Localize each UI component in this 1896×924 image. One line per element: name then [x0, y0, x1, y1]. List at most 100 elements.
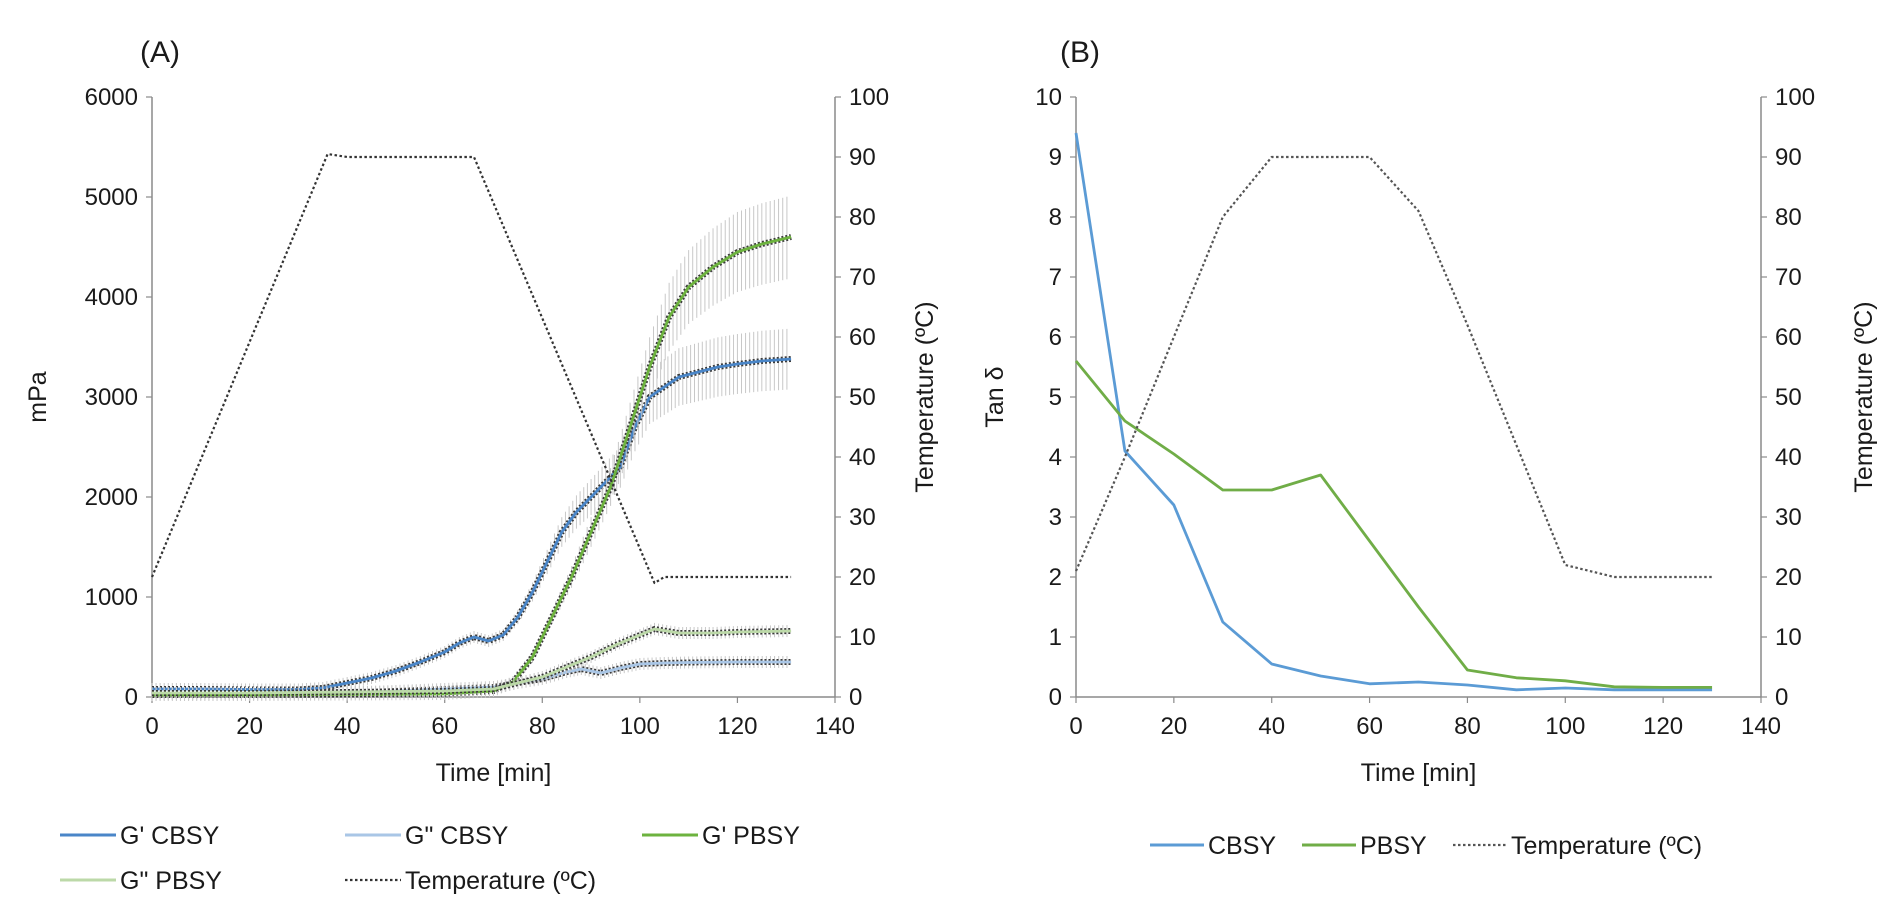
x-tick-label: 40	[334, 713, 361, 740]
y-tick-label: 0	[1049, 684, 1062, 711]
series-markers	[152, 234, 792, 698]
y-tick-label: 2	[1049, 564, 1062, 591]
y2-tick-label: 80	[1775, 204, 1802, 231]
series-g-pbsy	[151, 622, 792, 699]
y2-tick-label: 0	[1775, 684, 1788, 711]
panel-label: (A)	[140, 36, 180, 69]
x-tick-label: 80	[529, 713, 556, 740]
legend-item: Temperature (ºC)	[1453, 832, 1702, 860]
series-temperature-c	[150, 152, 792, 585]
x-tick-label: 40	[1258, 713, 1285, 740]
x-tick-label: 140	[1741, 713, 1781, 740]
y2-axis-title: Temperature (ºC)	[911, 301, 939, 492]
legend-item: G' PBSY	[642, 822, 800, 850]
y2-tick-label: 20	[1775, 564, 1802, 591]
x-tick-label: 20	[236, 713, 263, 740]
x-tick-label: 100	[620, 713, 660, 740]
series-line	[152, 235, 792, 697]
x-axis-title: Time [min]	[1361, 759, 1477, 787]
legend-item: G" PBSY	[60, 867, 222, 895]
y-tick-label: 6000	[85, 84, 138, 111]
y-axis-title: mPa	[24, 371, 52, 423]
x-tick-label: 120	[1643, 713, 1683, 740]
panel-label: (B)	[1060, 36, 1100, 69]
y2-tick-label: 90	[1775, 144, 1802, 171]
x-tick-label: 0	[145, 713, 158, 740]
y-tick-label: 4	[1049, 444, 1062, 471]
x-tick-label: 80	[1454, 713, 1481, 740]
legend-item: G' CBSY	[60, 822, 220, 850]
legend-label: CBSY	[1208, 832, 1276, 860]
y-tick-label: 3	[1049, 504, 1062, 531]
y-tick-label: 5000	[85, 184, 138, 211]
y-axis-title: Tan δ	[981, 366, 1009, 427]
y2-tick-label: 10	[1775, 624, 1802, 651]
y-tick-label: 4000	[85, 284, 138, 311]
legend-label: G' PBSY	[702, 822, 800, 850]
series-markers	[152, 356, 792, 693]
legend-label: G" PBSY	[120, 867, 222, 895]
y2-tick-label: 40	[1775, 444, 1802, 471]
y-tick-label: 9	[1049, 144, 1062, 171]
y2-tick-label: 100	[849, 84, 889, 111]
legend-item: CBSY	[1150, 832, 1276, 860]
x-tick-label: 140	[815, 713, 855, 740]
x-axis-title: Time [min]	[436, 759, 552, 787]
legend-item: PBSY	[1302, 832, 1427, 860]
y-tick-label: 7	[1049, 264, 1062, 291]
series-line	[1074, 360, 1713, 689]
series-g-cbsy	[151, 328, 792, 696]
y2-tick-label: 90	[849, 144, 876, 171]
legend: CBSY PBSY Temperature (ºC)	[1150, 832, 1702, 860]
error-bars	[151, 196, 788, 701]
x-tick-label: 0	[1069, 713, 1082, 740]
series-line	[1074, 155, 1713, 579]
y-tick-label: 2000	[85, 484, 138, 511]
legend-label: PBSY	[1360, 832, 1427, 860]
y-tick-label: 1000	[85, 584, 138, 611]
y-tick-label: 0	[125, 684, 138, 711]
legend-label: G' CBSY	[120, 822, 220, 850]
legend-label: G" CBSY	[405, 822, 509, 850]
series-line	[1074, 132, 1713, 692]
y-tick-label: 3000	[85, 384, 138, 411]
legend-label: Temperature (ºC)	[1511, 832, 1702, 860]
y-tick-label: 1	[1049, 624, 1062, 651]
legend-item: Temperature (ºC)	[345, 867, 596, 895]
y2-tick-label: 10	[849, 624, 876, 651]
legend-item: G" CBSY	[345, 822, 509, 850]
y2-tick-label: 0	[849, 684, 862, 711]
legend: G' CBSY G" CBSY G' PBSY G" PBSY Temperature …	[60, 822, 800, 895]
x-tick-label: 60	[1356, 713, 1383, 740]
y2-axis-title: Temperature (ºC)	[1850, 301, 1878, 492]
series-temperature-c	[1074, 155, 1713, 579]
legend-label: Temperature (ºC)	[405, 867, 596, 895]
y-tick-label: 10	[1035, 84, 1062, 111]
y2-tick-label: 70	[1775, 264, 1802, 291]
series-pbsy	[1074, 360, 1713, 689]
x-tick-label: 100	[1545, 713, 1585, 740]
y2-tick-label: 30	[1775, 504, 1802, 531]
series-line	[150, 152, 792, 585]
y-tick-label: 5	[1049, 384, 1062, 411]
x-tick-label: 60	[431, 713, 458, 740]
series-g-pbsy	[151, 196, 792, 701]
y2-tick-label: 20	[849, 564, 876, 591]
x-tick-label: 120	[717, 713, 757, 740]
y2-tick-label: 100	[1775, 84, 1815, 111]
y2-tick-label: 50	[849, 384, 876, 411]
y2-tick-label: 70	[849, 264, 876, 291]
y2-tick-label: 40	[849, 444, 876, 471]
y2-tick-label: 80	[849, 204, 876, 231]
y-tick-label: 6	[1049, 324, 1062, 351]
series-line	[152, 357, 792, 691]
x-tick-label: 20	[1161, 713, 1188, 740]
y2-tick-label: 50	[1775, 384, 1802, 411]
y2-tick-label: 60	[849, 324, 876, 351]
y2-tick-label: 60	[1775, 324, 1802, 351]
y-tick-label: 8	[1049, 204, 1062, 231]
series-cbsy	[1074, 132, 1713, 692]
series-line	[152, 627, 792, 695]
chart-panel-a: (A)0 20 40 60 80 100 120 1400100020003000400050…	[24, 36, 939, 895]
